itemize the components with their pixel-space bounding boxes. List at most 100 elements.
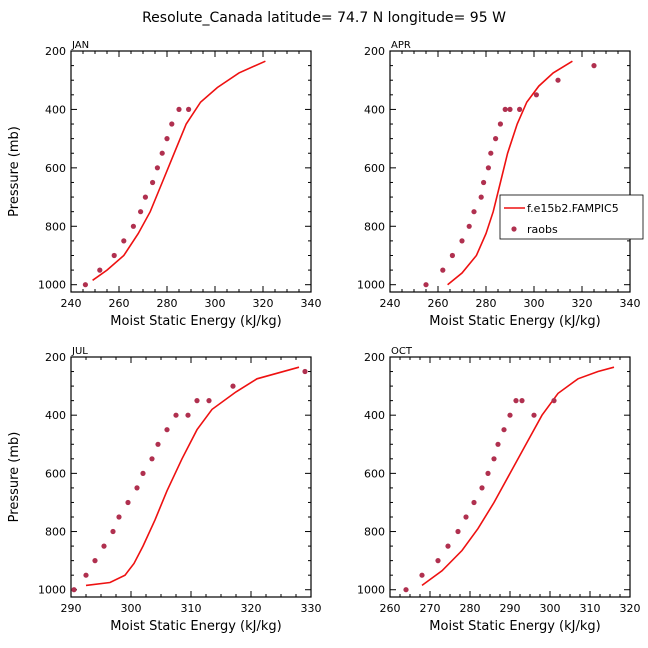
main-title: Resolute_Canada latitude= 74.7 N longitu…: [142, 10, 506, 26]
jul-obs-point: [83, 572, 89, 578]
oct-obs-point: [403, 587, 409, 593]
apr-x-axis-label: Moist Static Energy (kJ/kg): [429, 314, 600, 329]
apr-x-tick-label: 320: [572, 297, 593, 310]
oct-obs-point: [501, 427, 507, 433]
jul-y-tick-label: 200: [45, 351, 66, 364]
jan-obs-point: [164, 136, 170, 142]
jan-x-tick-label: 320: [253, 297, 274, 310]
jan-obs-point: [138, 209, 144, 215]
oct-x-tick-label: 310: [580, 602, 601, 615]
jul-obs-point: [101, 543, 107, 549]
apr-obs-point: [478, 194, 484, 200]
oct-obs-point: [463, 514, 469, 520]
jan-y-tick-label: 1000: [38, 279, 66, 292]
jul-obs-point: [155, 441, 161, 447]
jan-obs-point: [169, 121, 175, 127]
jul-obs-point: [302, 368, 308, 375]
legend-box: [499, 194, 644, 240]
apr-obs-point: [423, 282, 429, 288]
jul-obs-point: [149, 456, 155, 462]
jul-x-tick-label: 330: [301, 602, 322, 615]
jul-y-axis-label: Pressure (mb): [7, 432, 22, 523]
jan-obs-point: [121, 238, 127, 244]
jul-x-tick-label: 310: [181, 602, 202, 615]
apr-x-tick-label: 260: [428, 297, 449, 310]
jul-obs-point: [71, 587, 77, 593]
panel-jul: JUL 290 300 310 320 330 200 400 600 800 1000 Moist …: [7, 346, 322, 634]
oct-obs-point: [495, 441, 501, 447]
apr-y-tick-label: 800: [364, 220, 385, 233]
oct-obs-point: [471, 499, 477, 506]
oct-obs-point: [491, 456, 497, 462]
jan-y-axis-label: Pressure (mb): [7, 126, 22, 217]
oct-obs-point: [435, 558, 441, 564]
jul-obs-point: [173, 412, 179, 418]
jan-obs-point: [111, 252, 117, 259]
apr-obs-point: [507, 106, 513, 112]
apr-y-tick-label: 200: [364, 45, 385, 58]
jan-x-axis-label: Moist Static Energy (kJ/kg): [110, 314, 281, 329]
apr-obs-point: [449, 252, 455, 259]
jul-x-tick-label: 300: [121, 602, 142, 615]
jul-obs-point: [116, 514, 122, 520]
apr-panel-title: APR: [391, 40, 411, 51]
apr-obs-point: [493, 136, 499, 142]
jan-x-tick-label: 280: [157, 297, 178, 310]
apr-obs-point: [591, 63, 597, 69]
oct-y-tick-label: 600: [364, 467, 385, 480]
jul-obs-point: [194, 398, 200, 404]
oct-obs-point: [519, 398, 525, 404]
jul-obs-point: [164, 427, 170, 433]
jan-obs-point: [176, 106, 182, 112]
apr-obs-point: [471, 209, 477, 215]
apr-obs-point: [440, 267, 446, 273]
legend-model-label: f.e15b2.FAMPIC5: [527, 202, 619, 215]
oct-y-tick-label: 400: [364, 409, 385, 422]
oct-obs-point: [419, 572, 425, 578]
jan-x-tick-label: 240: [61, 297, 82, 310]
apr-x-tick-label: 340: [620, 297, 641, 310]
jan-x-tick-label: 340: [301, 297, 322, 310]
jul-obs-point: [206, 398, 212, 404]
jul-obs-point: [92, 558, 98, 564]
apr-obs-point: [555, 77, 561, 83]
oct-obs-point: [445, 543, 451, 549]
jul-panel-title: JUL: [71, 346, 88, 357]
oct-obs-point: [479, 485, 485, 491]
apr-y-tick-label: 600: [364, 162, 385, 175]
jul-x-tick-label: 320: [241, 602, 262, 615]
jan-obs-point: [159, 150, 165, 156]
oct-y-tick-label: 1000: [357, 584, 385, 597]
jul-y-tick-label: 800: [45, 526, 66, 539]
oct-x-axis-label: Moist Static Energy (kJ/kg): [429, 619, 600, 634]
apr-y-tick-label: 400: [364, 103, 385, 116]
oct-y-tick-label: 200: [364, 351, 385, 364]
apr-x-tick-label: 240: [380, 297, 401, 310]
apr-obs-point: [517, 106, 523, 112]
oct-x-tick-label: 300: [540, 602, 561, 615]
jul-obs-point: [125, 499, 131, 506]
jan-y-tick-label: 600: [45, 162, 66, 175]
jan-panel-title: JAN: [71, 40, 89, 51]
jul-obs-point: [110, 528, 116, 535]
apr-obs-point: [502, 106, 508, 112]
jan-y-tick-label: 800: [45, 220, 66, 233]
jul-y-tick-label: 400: [45, 409, 66, 422]
legend-obs-label: raobs: [527, 223, 558, 236]
panel-oct: OCT 260 270 280 290 300 310 320 200 400 600 800 1000…: [357, 346, 641, 634]
apr-x-tick-label: 280: [476, 297, 497, 310]
oct-plot-frame: [389, 356, 631, 598]
jan-obs-point: [130, 223, 136, 229]
jan-obs-point: [82, 282, 88, 288]
jan-obs-point: [154, 165, 160, 171]
jan-obs-point: [142, 194, 148, 200]
jan-obs-point: [150, 179, 156, 186]
oct-obs-point: [455, 528, 461, 535]
jul-obs-point: [140, 470, 146, 476]
panel-jan: JAN 240 260 280 300 320 340 200 400 600 800 1000 Moi…: [7, 40, 322, 329]
apr-obs-point: [533, 92, 540, 98]
jan-y-tick-label: 400: [45, 103, 66, 116]
apr-x-tick-label: 300: [524, 297, 545, 310]
jan-y-tick-label: 200: [45, 45, 66, 58]
apr-obs-point: [459, 238, 465, 244]
